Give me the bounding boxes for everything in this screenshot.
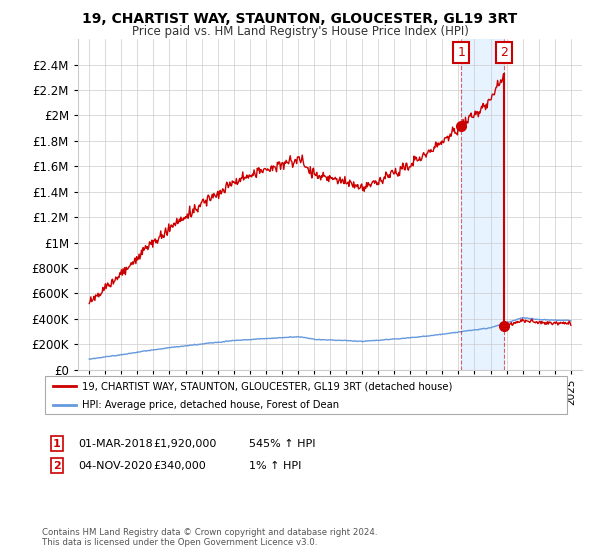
Text: 2: 2 bbox=[500, 46, 508, 59]
Bar bbox=[461, 39, 504, 370]
Text: Price paid vs. HM Land Registry's House Price Index (HPI): Price paid vs. HM Land Registry's House … bbox=[131, 25, 469, 38]
FancyBboxPatch shape bbox=[44, 376, 568, 414]
Text: Contains HM Land Registry data © Crown copyright and database right 2024.
This d: Contains HM Land Registry data © Crown c… bbox=[42, 528, 377, 547]
Text: 19, CHARTIST WAY, STAUNTON, GLOUCESTER, GL19 3RT (detached house): 19, CHARTIST WAY, STAUNTON, GLOUCESTER, … bbox=[82, 381, 452, 391]
Text: HPI: Average price, detached house, Forest of Dean: HPI: Average price, detached house, Fore… bbox=[82, 400, 339, 409]
Text: £340,000: £340,000 bbox=[153, 461, 206, 471]
Text: 19, CHARTIST WAY, STAUNTON, GLOUCESTER, GL19 3RT: 19, CHARTIST WAY, STAUNTON, GLOUCESTER, … bbox=[82, 12, 518, 26]
Text: 2: 2 bbox=[53, 461, 61, 471]
Text: 1% ↑ HPI: 1% ↑ HPI bbox=[249, 461, 301, 471]
Text: £1,920,000: £1,920,000 bbox=[153, 438, 217, 449]
Text: 1: 1 bbox=[457, 46, 465, 59]
Text: 545% ↑ HPI: 545% ↑ HPI bbox=[249, 438, 316, 449]
Text: 01-MAR-2018: 01-MAR-2018 bbox=[78, 438, 153, 449]
Text: 1: 1 bbox=[53, 438, 61, 449]
Text: 04-NOV-2020: 04-NOV-2020 bbox=[78, 461, 152, 471]
